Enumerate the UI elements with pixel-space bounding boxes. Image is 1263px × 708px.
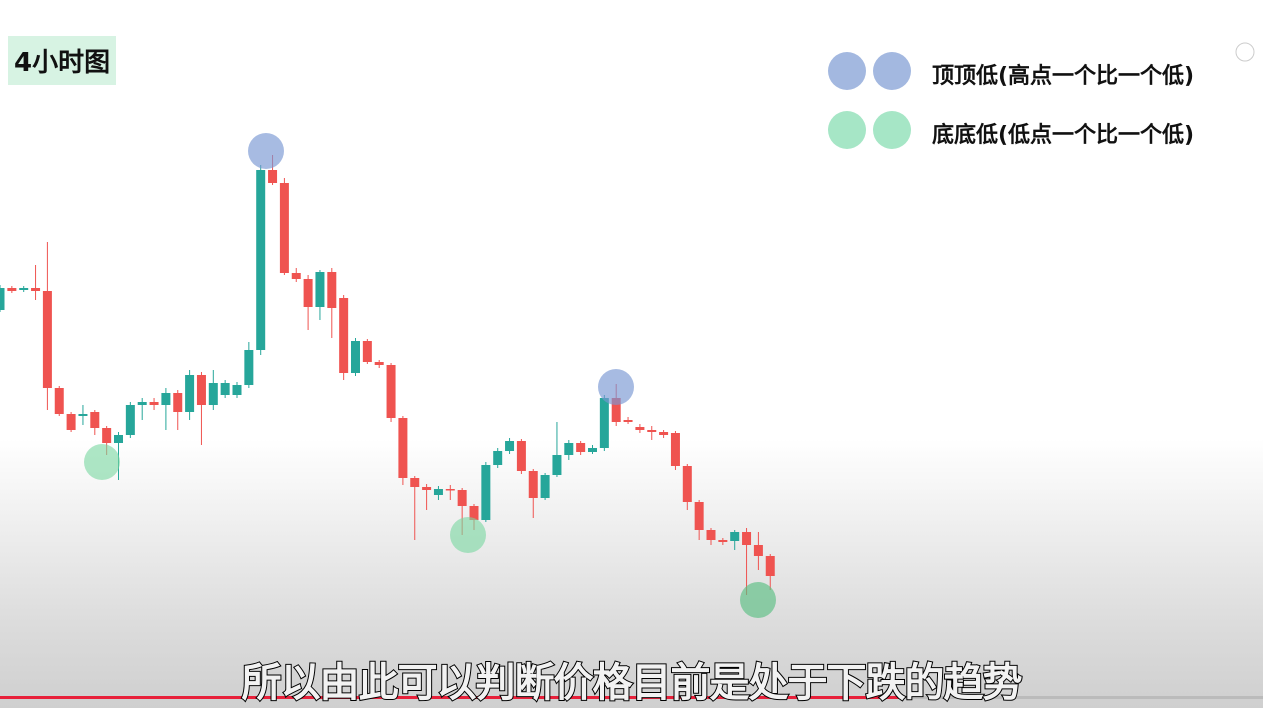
candle-body bbox=[268, 170, 278, 183]
candle-body bbox=[552, 455, 562, 475]
candle-body bbox=[90, 412, 100, 428]
legend-text: 底底低(低点一个比一个低) bbox=[932, 123, 1195, 148]
candle-body bbox=[196, 375, 206, 405]
candle-body bbox=[173, 393, 183, 412]
candle-body bbox=[398, 418, 408, 478]
progress-bar[interactable] bbox=[0, 696, 900, 699]
candle-body bbox=[386, 365, 396, 418]
candle-body bbox=[339, 298, 349, 373]
candle-body bbox=[445, 489, 455, 491]
candle-body bbox=[588, 448, 597, 452]
legend-swatch bbox=[873, 111, 911, 149]
candle-body bbox=[753, 545, 763, 556]
candle-body bbox=[481, 465, 491, 520]
candle-body bbox=[362, 341, 372, 362]
candle-body bbox=[7, 288, 17, 291]
low-marker bbox=[450, 517, 486, 553]
candle-body bbox=[706, 530, 716, 540]
candle-body bbox=[493, 451, 503, 465]
legend-text: 顶顶低(高点一个比一个低) bbox=[932, 64, 1195, 89]
candles bbox=[0, 155, 775, 595]
legend-swatch bbox=[828, 111, 866, 149]
markers bbox=[84, 42, 1255, 618]
candle-body bbox=[647, 430, 657, 432]
candle-body bbox=[599, 398, 609, 448]
candle-body bbox=[256, 170, 266, 350]
candle-body bbox=[433, 489, 443, 495]
candle-body bbox=[19, 288, 29, 290]
candle-body bbox=[327, 272, 337, 308]
candle-body bbox=[422, 487, 432, 490]
high-marker bbox=[598, 369, 634, 405]
candle-body bbox=[516, 441, 526, 471]
candle-body bbox=[137, 402, 147, 405]
candle-body bbox=[742, 532, 752, 545]
candle-body bbox=[682, 466, 692, 502]
candle-body bbox=[528, 471, 538, 498]
candle-body bbox=[0, 288, 5, 310]
candle-body bbox=[149, 402, 159, 405]
candle-body bbox=[244, 350, 254, 385]
candle-body bbox=[540, 475, 550, 498]
candle-body bbox=[114, 435, 123, 443]
timeframe-label: 4小时图 bbox=[8, 36, 117, 85]
candle-body bbox=[31, 288, 41, 291]
candle-body bbox=[374, 362, 384, 365]
legend-swatch bbox=[873, 52, 911, 90]
low-marker bbox=[84, 444, 120, 480]
candle-body bbox=[611, 398, 621, 422]
candle-body bbox=[564, 443, 574, 455]
candle-body bbox=[576, 443, 586, 452]
candle-body bbox=[351, 341, 360, 373]
high-marker bbox=[248, 133, 284, 169]
candle-body bbox=[220, 383, 230, 395]
candle-body bbox=[670, 433, 680, 466]
candle-body bbox=[730, 532, 740, 541]
candle-body bbox=[410, 478, 420, 487]
candle-body bbox=[659, 432, 669, 435]
candle-body bbox=[765, 556, 775, 576]
candle-body bbox=[161, 393, 171, 405]
candle-body bbox=[694, 502, 704, 530]
candle-body bbox=[185, 375, 195, 412]
candle-body bbox=[303, 279, 313, 307]
candle-body bbox=[232, 385, 242, 395]
candle-body bbox=[469, 506, 479, 520]
candle-body bbox=[505, 441, 515, 451]
candle-body bbox=[66, 414, 76, 430]
legend-swatch bbox=[828, 52, 866, 90]
candle-body bbox=[718, 540, 728, 542]
candle-body bbox=[125, 405, 135, 435]
candle-body bbox=[291, 273, 301, 279]
candle-body bbox=[457, 490, 467, 506]
subtitle-caption: 所以由此可以判断价格目前是处于下跌的趋势 bbox=[241, 659, 1024, 707]
candle-body bbox=[623, 420, 633, 422]
candle-body bbox=[102, 428, 112, 443]
candle-body bbox=[42, 291, 52, 388]
candle-body bbox=[315, 272, 325, 307]
info-icon[interactable] bbox=[1235, 42, 1255, 62]
candle-body bbox=[54, 388, 64, 414]
candle-body bbox=[78, 414, 88, 416]
low-marker bbox=[740, 582, 776, 618]
candle-body bbox=[279, 183, 289, 273]
candle-body bbox=[208, 383, 218, 405]
candle-body bbox=[635, 427, 645, 430]
